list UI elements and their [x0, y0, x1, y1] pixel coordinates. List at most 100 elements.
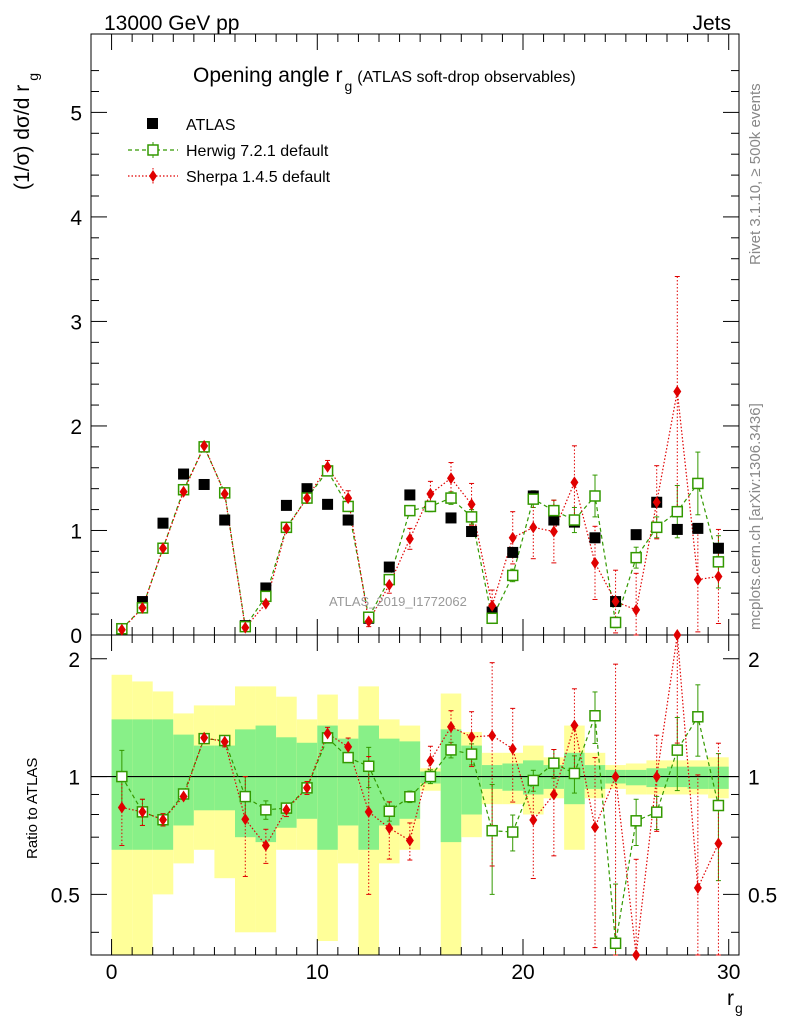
ratio-band-inner — [379, 738, 400, 826]
y-tick-label: 5 — [70, 102, 82, 125]
legend-sherpa-marker — [149, 170, 157, 182]
sherpa-ratio-point — [549, 788, 558, 801]
herwig-point — [589, 490, 601, 502]
plot-title: Opening angle r g (ATLAS soft-drop observa… — [193, 64, 576, 94]
sherpa-point — [488, 599, 497, 612]
herwig-ratio-point — [692, 711, 704, 723]
herwig-point — [506, 569, 519, 582]
sherpa-point — [385, 578, 394, 591]
plot-frames — [90, 33, 740, 956]
herwig-ratio-point — [445, 744, 457, 756]
axis-ticks: 0 10 20 30 0 1 2 3 4 5 0.5 0.5 1 1 2 2 — [51, 34, 777, 984]
sherpa-point — [447, 472, 455, 485]
sherpa-point — [282, 522, 291, 535]
sherpa-point — [529, 521, 538, 534]
herwig-point — [424, 500, 437, 513]
herwig-point — [692, 477, 704, 490]
sherpa-ratio-point — [179, 790, 188, 803]
watermark: ATLAS_2019_I1772062 — [329, 594, 467, 609]
atlas-point — [260, 582, 272, 594]
legend-herwig-label: Herwig 7.2.1 default — [186, 143, 329, 160]
sherpa-point — [426, 487, 435, 500]
herwig-ratio-point — [383, 805, 396, 818]
series-markers — [116, 385, 725, 961]
sherpa-ratio-point — [138, 805, 147, 818]
legend: ATLAS Herwig 7.2.1 default Sherpa 1.4.5 … — [128, 117, 331, 186]
sherpa-ratio-point — [282, 803, 291, 816]
sherpa-point — [549, 525, 558, 538]
sherpa-point — [241, 621, 250, 634]
atlas-point — [712, 542, 724, 554]
sherpa-point — [261, 597, 270, 610]
atlas-point — [671, 523, 683, 535]
herwig-ratio-point — [424, 770, 437, 783]
sherpa-ratio-point — [426, 754, 435, 767]
atlas-point — [630, 529, 642, 541]
ratio-band-inner — [152, 719, 174, 850]
sherpa-ratio-point — [364, 805, 373, 818]
sherpa-point — [591, 556, 599, 569]
ratio-band-inner — [625, 769, 647, 786]
y-tick-label: 1 — [70, 520, 82, 543]
ratio-band-inner — [255, 725, 277, 843]
legend-atlas-marker — [147, 118, 158, 129]
herwig-ratio-point — [568, 767, 581, 780]
x-tick-label: 10 — [306, 961, 329, 984]
herwig-point — [630, 551, 642, 564]
herwig-point — [404, 504, 416, 517]
herwig-point — [650, 521, 663, 534]
x-axis-label: rg — [727, 987, 743, 1016]
sherpa-ratio-point — [591, 821, 599, 834]
herwig-ratio-point — [506, 826, 519, 838]
sherpa-point — [303, 492, 311, 505]
sherpa-point — [159, 542, 167, 555]
sherpa-ratio-point — [261, 839, 270, 852]
sherpa-point — [200, 439, 209, 452]
herwig-ratio-point — [527, 774, 540, 787]
herwig-ratio-point — [589, 710, 601, 722]
atlas-point — [198, 478, 210, 490]
herwig-point — [465, 511, 478, 523]
sherpa-point — [611, 595, 620, 608]
sherpa-ratio-point — [467, 730, 476, 743]
sherpa-point — [652, 496, 661, 509]
herwig-ratio-point — [609, 937, 622, 950]
ratio-band-inner — [687, 766, 709, 789]
sherpa-ratio-point — [241, 813, 250, 826]
ratio-tick-label-right: 0.5 — [748, 884, 777, 907]
herwig-ratio-point — [671, 744, 684, 756]
atlas-point — [507, 546, 519, 558]
ratio-band-inner — [193, 745, 215, 811]
rivet-label: Rivet 3.1.10, ≥ 500k events — [747, 83, 764, 265]
header-right: Jets — [692, 12, 731, 35]
atlas-point — [219, 514, 231, 526]
herwig-ratio-point — [260, 804, 272, 816]
herwig-ratio-point — [465, 748, 478, 760]
sherpa-ratio-point — [447, 720, 455, 733]
title-main: Opening angle r — [193, 64, 342, 87]
atlas-point — [589, 532, 601, 544]
atlas-point — [301, 483, 313, 495]
ratio-band-inner — [296, 742, 318, 819]
atlas-point — [548, 514, 560, 526]
atlas-point — [342, 514, 354, 526]
y-tick-label: 4 — [70, 207, 82, 230]
atlas-point — [178, 468, 190, 480]
y-tick-label: 0 — [70, 625, 82, 648]
atlas-point — [322, 498, 334, 510]
x-tick-label: 0 — [106, 961, 118, 984]
atlas-point — [466, 526, 478, 538]
ratio-tick-label-left: 1 — [68, 767, 80, 790]
herwig-ratio-point — [486, 824, 498, 837]
ratio-band-inner — [214, 745, 235, 811]
sherpa-ratio-point — [117, 801, 126, 814]
herwig-point — [609, 616, 622, 629]
ratio-plot-frame — [90, 634, 740, 956]
atlas-point — [486, 606, 498, 618]
herwig-point — [486, 612, 498, 625]
sherpa-point — [632, 603, 641, 616]
herwig-ratio-point — [362, 760, 375, 773]
herwig-point — [527, 493, 540, 505]
sherpa-point — [405, 532, 414, 545]
